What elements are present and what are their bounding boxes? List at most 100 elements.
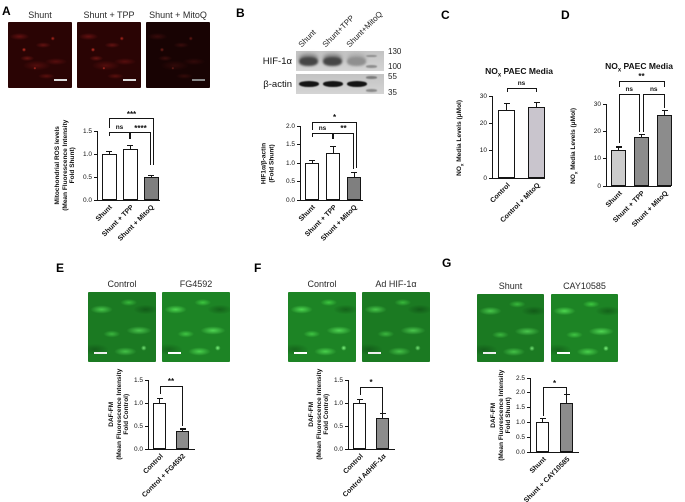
chart-daffm-adhif1a: 0.0 0.5 1.0 1.5 Control Control AdHIF-1α * DAF-… bbox=[308, 369, 395, 499]
mw-marker: 55 bbox=[388, 72, 397, 81]
blot-marker-band bbox=[366, 54, 377, 58]
error-bar-cap bbox=[539, 417, 546, 419]
error-bar bbox=[159, 398, 160, 403]
error-bar bbox=[542, 418, 543, 423]
sig-bracket bbox=[129, 132, 130, 140]
error-bar-cap bbox=[661, 110, 668, 112]
blot-band bbox=[323, 57, 342, 66]
y-axis-tick-label: 0.5 bbox=[82, 173, 92, 181]
y-axis-tick bbox=[145, 448, 149, 450]
micrograph-daffm-adhif1a bbox=[362, 292, 430, 362]
micrograph-label: Shunt bbox=[498, 281, 523, 291]
chart-hif1a-bactin: 0.0 0.5 1.0 1.5 2.0 Shunt Shunt + TPP Shunt + M… bbox=[261, 113, 363, 243]
micrograph-daffm-fg4592 bbox=[162, 292, 230, 362]
chart-title: NOx PAEC Media bbox=[605, 61, 673, 74]
y-axis-label: DAF-FM (Mean Fluorescence Intensity Fold… bbox=[107, 368, 130, 461]
chart-nox-control: NOx PAEC Media 0 10 20 30 Control Control + Mi… bbox=[456, 66, 553, 224]
y-axis-tick-label: 0.5 bbox=[333, 422, 343, 430]
sig-bracket bbox=[312, 121, 357, 123]
y-axis-tick bbox=[297, 125, 301, 127]
sig-label: ns bbox=[318, 124, 327, 132]
y-axis-tick-label: 20 bbox=[479, 119, 487, 127]
blot-hif1a bbox=[296, 51, 384, 71]
y-axis-tick-label: 0.5 bbox=[133, 422, 143, 430]
y-axis-tick bbox=[94, 130, 98, 132]
micrograph-daffm-control-f bbox=[288, 292, 356, 362]
y-axis-tick bbox=[297, 181, 301, 182]
sig-bracket bbox=[181, 385, 183, 426]
sig-label: * bbox=[369, 378, 373, 388]
chart-mito-ros: 0.0 0.5 1.0 1.5 Shunt Shunt + TPP Shunt + Mito… bbox=[54, 110, 160, 243]
blot-marker-band bbox=[366, 89, 377, 92]
error-bar bbox=[536, 102, 537, 107]
blot-row-label-bactin: β-actin bbox=[263, 79, 292, 90]
y-axis-tick bbox=[94, 153, 98, 155]
bar bbox=[560, 403, 573, 452]
sig-bracket bbox=[109, 118, 154, 120]
bar bbox=[326, 153, 340, 200]
error-bar-cap bbox=[351, 172, 357, 174]
blot-marker-band bbox=[366, 76, 377, 79]
micrograph-ros-shunt-mitoq bbox=[146, 22, 210, 88]
sig-label: ** bbox=[167, 377, 175, 387]
y-axis-tick bbox=[603, 130, 607, 132]
bar bbox=[611, 150, 626, 186]
micrograph-daffm-control bbox=[88, 292, 156, 362]
y-axis-tick-label: 1.5 bbox=[285, 141, 295, 148]
error-bar bbox=[641, 134, 642, 138]
y-axis-tick bbox=[345, 379, 349, 381]
blot-row-label-hif1a: HIF-1α bbox=[262, 56, 292, 67]
y-axis-tick bbox=[527, 451, 531, 453]
error-bar bbox=[182, 428, 183, 431]
scale-bar bbox=[483, 352, 496, 354]
sig-bracket bbox=[159, 385, 183, 387]
y-axis-label: DAF-FM (Mean Fluorescence Intensity Fold… bbox=[307, 368, 330, 461]
y-axis-label: Mitochondrial ROS levels (Mean Fluoresce… bbox=[53, 119, 76, 212]
y-axis-tick-label: 1.5 bbox=[82, 127, 92, 135]
y-axis-tick bbox=[489, 177, 493, 179]
sig-bracket bbox=[506, 87, 537, 89]
sig-bracket bbox=[663, 94, 665, 109]
y-axis-tick-label: 1.5 bbox=[333, 376, 343, 384]
blot-band bbox=[347, 81, 367, 87]
y-axis-tick-label: 2.0 bbox=[515, 389, 525, 397]
chart-title: NOx PAEC Media bbox=[485, 66, 553, 79]
x-axis-tick-label: Shunt bbox=[604, 190, 624, 209]
sig-bracket bbox=[153, 118, 154, 166]
y-axis-tick bbox=[527, 436, 531, 438]
sig-bracket bbox=[150, 132, 151, 166]
x-axis-tick-label: Control bbox=[488, 182, 512, 205]
bar bbox=[657, 114, 672, 186]
x-axis-tick-label: Control + FG4592 bbox=[141, 453, 188, 500]
sig-label: ns bbox=[649, 86, 658, 94]
sig-bracket bbox=[618, 94, 620, 144]
sig-bracket bbox=[618, 80, 665, 82]
y-axis-tick bbox=[489, 122, 493, 124]
chart-daffm-cay10585: 0.0 0.5 1.0 1.5 2.0 2.5 Shunt Shunt + CAY10585 *… bbox=[490, 369, 579, 502]
error-bar bbox=[618, 146, 619, 151]
y-axis-tick-label: 1.5 bbox=[515, 404, 525, 412]
y-axis-tick bbox=[345, 448, 349, 450]
sig-label: *** bbox=[126, 109, 137, 119]
scale-bar bbox=[168, 352, 181, 354]
sig-bracket bbox=[643, 94, 665, 96]
error-bar-cap bbox=[533, 102, 540, 104]
y-axis-tick bbox=[489, 150, 493, 152]
y-axis-tick bbox=[345, 425, 349, 427]
y-axis-tick bbox=[345, 402, 349, 404]
micrograph-label: Control bbox=[307, 279, 337, 289]
bar bbox=[176, 430, 189, 449]
y-axis-tick-label: 10 bbox=[593, 155, 601, 163]
error-bar bbox=[150, 175, 152, 178]
sig-bracket bbox=[109, 118, 110, 129]
panel-g-label: G bbox=[442, 256, 452, 270]
sig-bracket bbox=[333, 132, 334, 139]
y-axis-label: DAF-FM (Mean Fluorescence Intensity Fold… bbox=[489, 369, 512, 461]
panel-c-label: C bbox=[441, 8, 450, 22]
error-bar-cap bbox=[563, 394, 570, 396]
sig-label: ns bbox=[115, 124, 124, 132]
x-axis-tick-label: Shunt + CAY10585 bbox=[523, 456, 572, 502]
error-bar-cap bbox=[179, 428, 186, 430]
y-axis-tick-label: 2.5 bbox=[515, 374, 525, 382]
y-axis-tick bbox=[603, 185, 607, 187]
